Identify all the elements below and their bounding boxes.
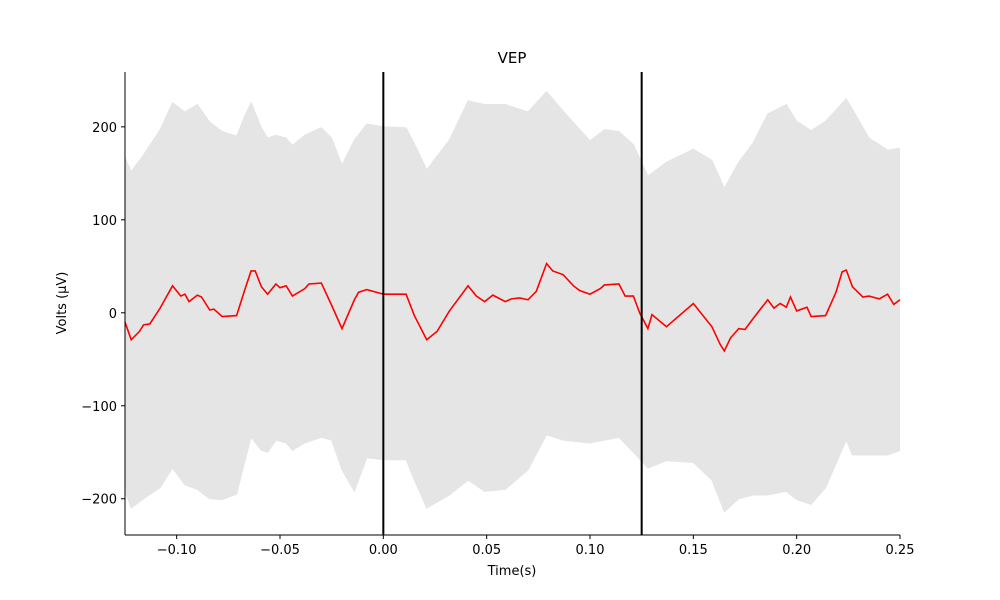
y-tick-label: 200 [92, 121, 117, 136]
chart-title: VEP [498, 49, 527, 67]
y-axis-label: Volts (μV) [55, 272, 70, 335]
x-tick-label: 0.15 [679, 543, 708, 558]
y-tick-label: −200 [81, 493, 117, 508]
x-tick-label: 0.20 [782, 543, 811, 558]
x-tick-label: 0.00 [369, 543, 398, 558]
mean-line [124, 261, 901, 353]
x-axis-label: Time(s) [487, 564, 537, 579]
x-tick-label: 0.10 [576, 543, 605, 558]
y-tick-label: 100 [92, 214, 117, 229]
x-tick-label: 0.25 [886, 543, 915, 558]
x-tick-label: −0.10 [157, 543, 197, 558]
y-tick-label: −100 [81, 400, 117, 415]
y-tick-label: 0 [109, 307, 117, 322]
band-fill [125, 91, 900, 512]
band-edge [124, 433, 901, 513]
x-tick-label: 0.05 [472, 543, 501, 558]
band-edge [124, 90, 901, 190]
x-tick-label: −0.05 [260, 543, 300, 558]
